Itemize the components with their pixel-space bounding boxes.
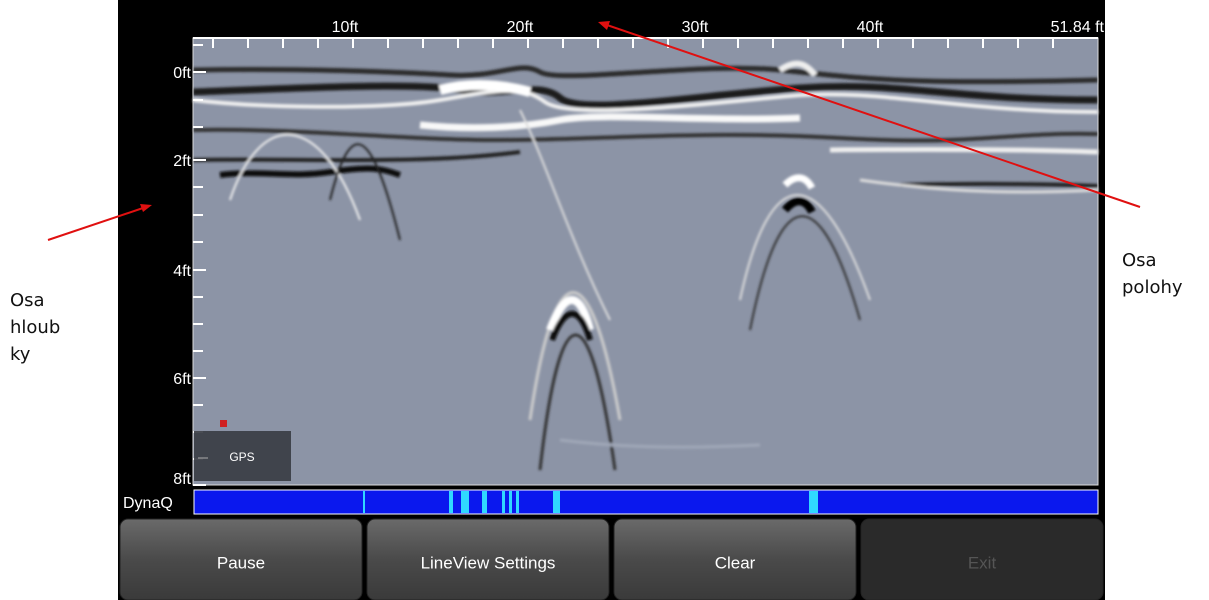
annotation-text: polohy — [1122, 277, 1183, 298]
top-axis-label: 40ft — [857, 19, 884, 36]
top-axis-label: 10ft — [332, 19, 359, 36]
exit-button[interactable]: Exit — [860, 518, 1104, 600]
dynaq-bar — [193, 489, 1099, 515]
left-axis-label: 8ft — [173, 471, 191, 488]
annotation-text: Osa — [1122, 250, 1157, 271]
top-axis-label: 51.84 ft — [1051, 19, 1105, 36]
left-axis-label: 6ft — [173, 371, 191, 388]
annotation-arrows — [47, 21, 1141, 241]
button-label[interactable]: Exit — [968, 553, 997, 572]
gps-panel — [194, 431, 291, 481]
button-label[interactable]: LineView Settings — [421, 553, 556, 572]
left-axis-label: 0ft — [173, 65, 191, 82]
annotation-text: ky — [10, 344, 31, 365]
top-axis-label: 20ft — [507, 19, 534, 36]
left-ruler — [193, 44, 206, 486]
left-axis-label: 4ft — [173, 263, 191, 280]
annotation-text: Osa — [10, 290, 45, 311]
gps-label: GPS — [229, 450, 254, 464]
top-axis-label: 30ft — [682, 19, 709, 36]
clear-button[interactable]: Clear — [613, 518, 857, 600]
left-axis-label: 2ft — [173, 153, 191, 170]
button-label[interactable]: Clear — [715, 553, 756, 572]
annotation-text: hloub — [10, 317, 60, 338]
dynaq-label: DynaQ — [123, 495, 173, 512]
lineview-settings-button[interactable]: LineView Settings — [366, 518, 610, 600]
radargram — [192, 37, 1099, 486]
gps-indicator — [220, 420, 227, 427]
button-bar: Pause LineView Settings Clear Exit — [119, 518, 1104, 600]
button-label[interactable]: Pause — [217, 553, 265, 572]
pause-button[interactable]: Pause — [119, 518, 363, 600]
